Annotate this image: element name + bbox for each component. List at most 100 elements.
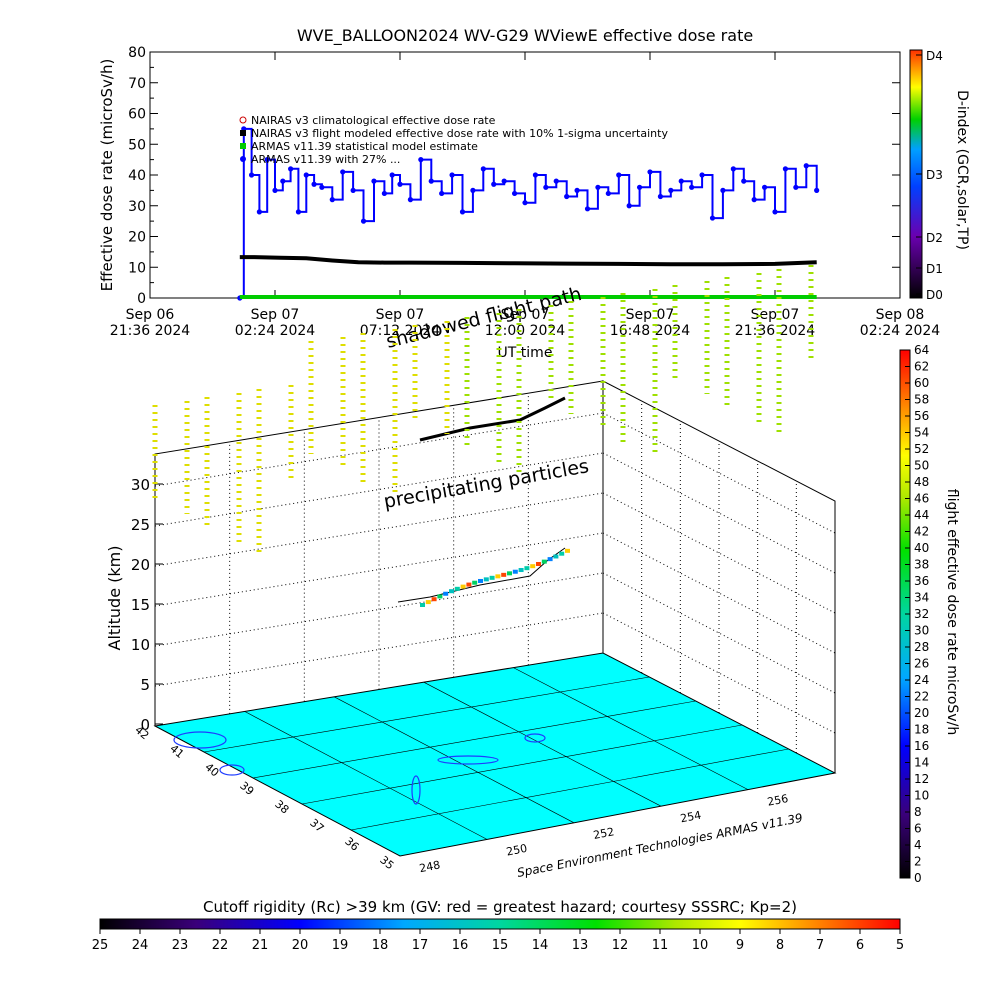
series-armas-point bbox=[772, 209, 778, 215]
projected-flight-path bbox=[419, 396, 566, 442]
rigidity-contour bbox=[437, 755, 499, 765]
y-tick-label: 10 bbox=[128, 260, 146, 276]
series-armas-point bbox=[397, 181, 403, 187]
legend-marker-2 bbox=[240, 143, 246, 149]
rigidity-tick-label: 18 bbox=[372, 938, 389, 953]
x-tick-date: Sep 07 bbox=[376, 307, 425, 323]
series-armas-point bbox=[595, 184, 601, 190]
series-armas-point bbox=[709, 215, 716, 221]
rigidity-tick-label: 12 bbox=[612, 938, 629, 953]
longitude-tick-label: 256 bbox=[766, 792, 789, 809]
series-armas-point bbox=[449, 172, 455, 178]
latitude-tick-label: 36 bbox=[342, 835, 361, 854]
legend-marker-1 bbox=[240, 130, 246, 136]
flight-path-marker bbox=[536, 561, 541, 566]
dose-tick-label: 30 bbox=[914, 624, 929, 638]
series-armas-point bbox=[553, 178, 559, 184]
top-chart-title: WVE_BALLOON2024 WV-G29 WViewE effective … bbox=[297, 26, 753, 46]
series-armas-point bbox=[605, 190, 611, 197]
dose-tick-label: 40 bbox=[914, 541, 929, 555]
y-tick-label: 60 bbox=[128, 107, 146, 123]
x-tick-time: 07:12 2024 bbox=[360, 323, 441, 339]
rigidity-tick-label: 14 bbox=[532, 938, 549, 953]
series-armas-point bbox=[288, 166, 294, 172]
flight-path-marker bbox=[565, 548, 570, 553]
series-armas-point bbox=[730, 166, 736, 172]
series-armas-point bbox=[264, 157, 270, 163]
flight-path-marker bbox=[541, 559, 547, 564]
legend-label-0: NAIRAS v3 climatological effective dose … bbox=[251, 114, 496, 127]
x-tick-date: Sep 08 bbox=[876, 307, 925, 323]
dose-tick-label: 58 bbox=[914, 393, 929, 407]
flight-path-markers bbox=[152, 265, 814, 607]
latitude-tick-label: 38 bbox=[272, 798, 291, 817]
series-armas-point bbox=[584, 206, 591, 212]
dose-tick-label: 10 bbox=[914, 789, 929, 803]
dose-tick-label: 44 bbox=[914, 508, 929, 522]
series-armas-point bbox=[814, 187, 820, 193]
dose-tick-label: 60 bbox=[914, 376, 929, 390]
dose-tick-label: 62 bbox=[914, 360, 929, 374]
series-armas-point bbox=[303, 172, 309, 178]
rigidity-tick-label: 20 bbox=[292, 938, 309, 953]
altitude-axis-label: Altitude (km) bbox=[105, 546, 124, 651]
series-armas-point bbox=[272, 187, 278, 193]
base-grid-line bbox=[350, 748, 789, 831]
dose-tick-label: 52 bbox=[914, 442, 929, 456]
dindex-axis-label: D-index (GCR,solar,TP) bbox=[954, 90, 970, 250]
flight-path-marker bbox=[443, 591, 449, 596]
back-wall-right bbox=[602, 380, 836, 773]
series-armas-point bbox=[350, 187, 356, 193]
y-tick-label: 0 bbox=[137, 291, 146, 307]
altitude-tick-label: 25 bbox=[131, 516, 150, 534]
dose-tick-label: 12 bbox=[914, 772, 929, 786]
series-armas-point bbox=[418, 157, 424, 163]
flight-path-marker bbox=[524, 566, 530, 571]
rigidity-tick-label: 10 bbox=[692, 938, 709, 953]
altitude-tick-label: 15 bbox=[131, 596, 150, 614]
altitude-tick-label: 5 bbox=[140, 676, 150, 694]
top-chart-ylabel: Effective dose rate (microSv/h) bbox=[98, 59, 116, 292]
dindex-tick-label: D3 bbox=[926, 168, 943, 182]
dose-tick-label: 36 bbox=[914, 574, 929, 588]
flight-path-line bbox=[397, 547, 566, 603]
dose-tick-label: 34 bbox=[914, 591, 929, 605]
longitude-tick-label: 254 bbox=[679, 809, 702, 826]
series-armas-point bbox=[459, 209, 466, 215]
dose-tick-label: 18 bbox=[914, 723, 929, 737]
rigidity-contour bbox=[524, 733, 546, 743]
dose-tick-label: 64 bbox=[914, 343, 929, 357]
legend-label-3: ARMAS v11.39 with 27% ... bbox=[251, 153, 400, 166]
x-tick-date: Sep 07 bbox=[501, 307, 550, 323]
rigidity-tick-label: 15 bbox=[492, 938, 509, 953]
rigidity-tick-label: 6 bbox=[856, 938, 864, 953]
dose-tick-label: 48 bbox=[914, 475, 929, 489]
flight-path-marker bbox=[489, 575, 495, 580]
series-armas-point bbox=[543, 184, 549, 190]
rigidity-tick-label: 19 bbox=[332, 938, 349, 953]
latitude-tick-label: 39 bbox=[237, 779, 256, 798]
legend-label-1: NAIRAS v3 flight modeled effective dose … bbox=[251, 127, 668, 140]
dindex-tick-label: D0 bbox=[926, 288, 943, 302]
dose-tick-label: 2 bbox=[914, 855, 922, 869]
precipitating-particles-label: precipitating particles bbox=[382, 455, 590, 513]
dose-tick-label: 24 bbox=[914, 673, 929, 687]
series-armas-point bbox=[668, 187, 674, 193]
rigidity-contour bbox=[173, 731, 227, 749]
series-armas-point bbox=[371, 178, 377, 184]
base-grid-line bbox=[203, 676, 650, 753]
rigidity-tick-label: 25 bbox=[92, 938, 109, 953]
series-armas-point bbox=[319, 184, 325, 190]
series-armas-point bbox=[636, 184, 643, 190]
base-grid-line bbox=[301, 724, 743, 805]
base-grid-line bbox=[244, 711, 488, 840]
dose-tick-label: 26 bbox=[914, 657, 929, 671]
series-armas-point bbox=[511, 190, 518, 197]
flight-path-marker bbox=[431, 597, 437, 602]
series-armas-point bbox=[439, 190, 445, 197]
base-grid-line bbox=[252, 700, 696, 779]
series-armas-point bbox=[751, 197, 757, 203]
flight-path-marker bbox=[466, 582, 472, 587]
flight-path-marker bbox=[512, 569, 518, 574]
dindex-ticks: D0 D1 D2 D3 D4 bbox=[916, 49, 943, 302]
